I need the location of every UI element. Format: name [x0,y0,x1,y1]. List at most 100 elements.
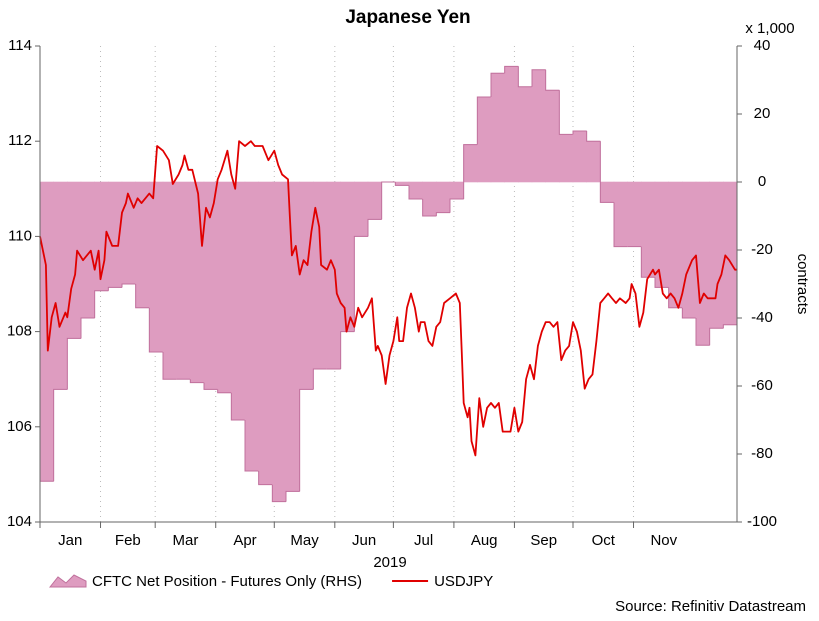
x-tick-label: May [290,532,319,549]
area-segment [436,181,451,213]
y2-unit: x 1,000 [745,20,794,37]
x-tick-label: Nov [650,532,677,549]
area-edge [107,286,122,291]
area-segment [723,181,738,326]
area-segment [272,181,287,502]
y2-tick-label: -80 [751,445,773,462]
area-edge [422,199,437,217]
area-segment [231,181,246,421]
x-tick-label: Feb [115,532,141,549]
area-edge [135,284,150,309]
area-segment [285,181,300,492]
area-segment [504,66,519,183]
area-edge [217,389,232,394]
y2-tick-label: 40 [754,37,771,54]
area-edge [408,185,423,200]
area-edge [490,72,505,97]
area-edge [230,392,245,421]
area-segment [149,181,164,353]
area-edge [66,337,81,390]
area-edge [545,69,560,91]
legend-label: USDJPY [434,573,493,590]
area-segment [545,89,560,183]
area-edge [162,352,177,380]
x-tick-label: Apr [233,532,256,549]
y2-tick-label: 20 [754,105,771,122]
area-edge [654,277,669,288]
area-edge [121,283,136,288]
area-segment [449,181,464,200]
area-edge [394,182,409,186]
area-edge [517,66,532,88]
x-tick-label: Mar [173,532,199,549]
area-segment [463,144,478,183]
area-segment [490,72,505,183]
area-segment [531,69,546,183]
area-edge [312,368,327,390]
area-segment [422,181,437,217]
y-tick-label: 110 [8,227,32,244]
area-edge [709,327,724,346]
x-tick-label: Sep [530,532,557,549]
x-tick-label: Oct [592,532,616,549]
area-segment [695,181,710,346]
area-segment [162,181,177,380]
y-tick-label: 104 [7,513,32,530]
area-edge [353,235,368,332]
area-edge [640,246,655,278]
area-segment [668,181,683,309]
area-edge [381,181,396,220]
area-segment [641,181,656,278]
area-segment [395,181,410,186]
area-edge [681,307,696,319]
area-edge [271,484,286,503]
area-segment [217,181,232,394]
area-edge [94,290,109,318]
area-segment [354,181,369,237]
area-edge [463,144,478,199]
area-segment [709,181,724,329]
area-edge [299,388,314,492]
legend-swatch [48,574,87,588]
area-segment [613,181,628,247]
area-segment [559,134,574,183]
area-edge [340,331,355,369]
area-edge [695,318,710,346]
area-edge [613,202,628,248]
y2-tick-label: -100 [747,513,777,530]
y-tick-label: 106 [7,418,32,435]
area-segment [326,181,341,370]
area-edge [558,90,573,135]
area-edge [722,324,737,329]
area-segment [367,181,382,220]
x-axis-label: 2019 [373,554,406,571]
source: Source: Refinitiv Datastream [615,598,806,615]
area-segment [244,181,259,472]
area-edge [285,490,300,502]
area-edge [80,317,95,339]
area-segment [477,96,492,183]
area-segment [586,140,601,183]
area-segment [258,181,273,485]
area-segment [682,181,697,319]
area-segment [408,181,423,200]
area-edge [258,471,273,486]
area-edge [189,379,204,384]
area-edge [449,198,464,213]
area-edge [244,420,259,472]
line [39,140,737,457]
y2-tick-label: 0 [758,173,766,190]
area-segment [340,181,355,332]
area-segment [299,181,314,390]
area-edge [203,382,218,390]
x-tick-label: Aug [471,532,498,549]
area-segment [80,181,95,319]
y2-tick-label: -40 [751,309,773,326]
area-segment [572,130,587,183]
area-segment [627,181,642,247]
area-edge [572,130,587,135]
area-edge [476,96,491,145]
y-tick-label: 114 [8,37,32,54]
area-segment [600,181,615,203]
